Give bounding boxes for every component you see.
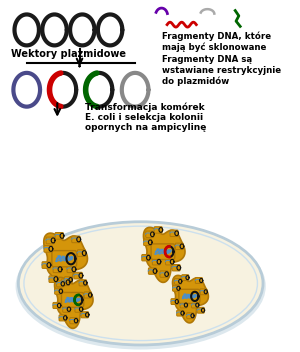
FancyBboxPatch shape [61, 293, 84, 307]
FancyBboxPatch shape [172, 264, 180, 271]
Polygon shape [143, 227, 185, 282]
FancyBboxPatch shape [49, 276, 57, 282]
FancyBboxPatch shape [84, 292, 92, 298]
FancyBboxPatch shape [146, 231, 154, 238]
Polygon shape [44, 233, 88, 291]
FancyBboxPatch shape [55, 232, 63, 239]
FancyBboxPatch shape [160, 271, 168, 277]
FancyBboxPatch shape [46, 237, 55, 244]
FancyBboxPatch shape [170, 230, 178, 237]
FancyBboxPatch shape [77, 250, 86, 256]
FancyBboxPatch shape [74, 272, 82, 279]
FancyBboxPatch shape [79, 280, 87, 286]
FancyBboxPatch shape [195, 278, 203, 283]
FancyBboxPatch shape [55, 288, 62, 294]
Polygon shape [172, 275, 208, 323]
FancyBboxPatch shape [61, 279, 70, 286]
FancyBboxPatch shape [59, 315, 67, 321]
Text: Wektory plazmidowe: Wektory plazmidowe [11, 49, 126, 59]
FancyBboxPatch shape [166, 258, 173, 265]
Polygon shape [55, 277, 93, 328]
FancyBboxPatch shape [67, 266, 75, 272]
FancyBboxPatch shape [187, 313, 194, 319]
FancyBboxPatch shape [179, 289, 200, 303]
FancyBboxPatch shape [142, 254, 150, 261]
FancyBboxPatch shape [182, 275, 189, 281]
FancyBboxPatch shape [197, 307, 204, 313]
Text: Fragmenty DNA są
wstawiane restrykcyjnie
do plazmidów: Fragmenty DNA są wstawiane restrykcyjnie… [161, 55, 281, 86]
FancyBboxPatch shape [174, 278, 182, 284]
FancyBboxPatch shape [42, 262, 50, 268]
FancyBboxPatch shape [171, 298, 178, 304]
FancyBboxPatch shape [70, 318, 77, 324]
FancyBboxPatch shape [148, 268, 156, 274]
Text: Fragmenty DNA, które
mają być sklonowane: Fragmenty DNA, które mają być sklonowane [161, 32, 271, 52]
FancyBboxPatch shape [63, 306, 70, 312]
FancyBboxPatch shape [177, 310, 184, 316]
FancyBboxPatch shape [53, 302, 61, 309]
FancyBboxPatch shape [200, 289, 207, 295]
FancyBboxPatch shape [81, 312, 88, 318]
FancyBboxPatch shape [72, 236, 80, 243]
FancyBboxPatch shape [175, 243, 183, 250]
FancyBboxPatch shape [44, 246, 52, 252]
FancyBboxPatch shape [180, 302, 187, 308]
Ellipse shape [18, 222, 263, 345]
FancyBboxPatch shape [64, 277, 72, 283]
FancyBboxPatch shape [75, 306, 82, 312]
FancyBboxPatch shape [52, 251, 76, 267]
FancyBboxPatch shape [151, 244, 175, 259]
Text: Transformacja komórek
E. coli i selekcja kolonii
opornych na ampicylinę: Transformacja komórek E. coli i selekcja… [85, 102, 206, 132]
FancyBboxPatch shape [154, 227, 162, 233]
FancyBboxPatch shape [191, 302, 199, 308]
FancyBboxPatch shape [172, 285, 180, 291]
FancyBboxPatch shape [144, 239, 152, 246]
FancyBboxPatch shape [152, 258, 160, 265]
Ellipse shape [16, 223, 266, 350]
FancyBboxPatch shape [53, 266, 61, 272]
FancyBboxPatch shape [57, 281, 64, 287]
